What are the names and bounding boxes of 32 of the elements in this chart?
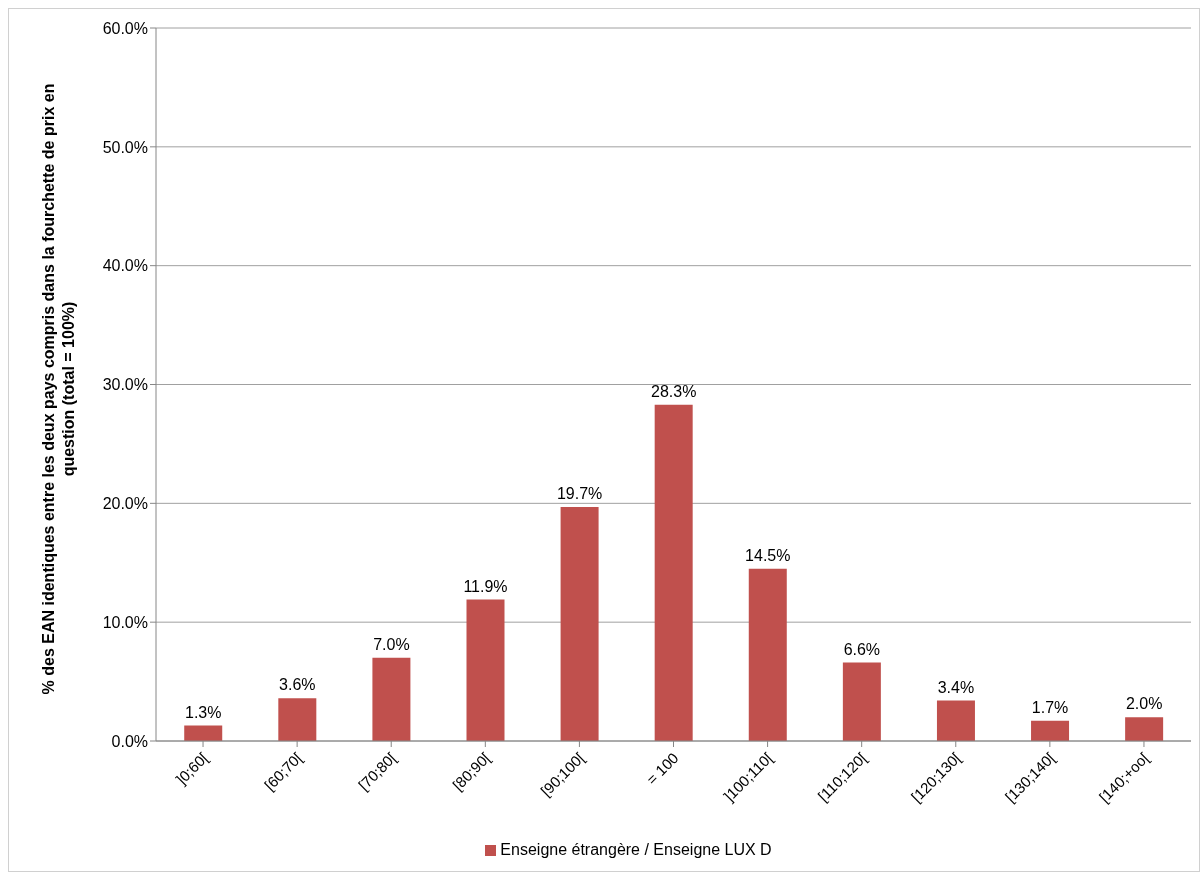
- y-tick-label: 10.0%: [102, 613, 148, 631]
- bar: [278, 698, 317, 741]
- y-tick-label: 30.0%: [102, 376, 148, 394]
- data-label: 11.9%: [463, 577, 508, 595]
- bar: [936, 700, 975, 741]
- x-tick-label: = 100: [642, 749, 682, 788]
- data-label: 2.0%: [1125, 695, 1163, 713]
- bar: [372, 657, 411, 741]
- bar: [1031, 720, 1070, 741]
- bar: [1125, 717, 1164, 741]
- bar: [748, 568, 787, 741]
- data-label: 6.6%: [843, 640, 881, 658]
- legend-label: Enseigne étrangère / Enseigne LUX D: [500, 841, 772, 858]
- y-tick-label: 20.0%: [102, 495, 148, 513]
- data-label: 3.4%: [937, 678, 975, 696]
- bar: [654, 404, 693, 741]
- y-tick-label: 40.0%: [102, 257, 148, 275]
- bar: [560, 506, 599, 741]
- data-label: 1.3%: [184, 703, 222, 721]
- data-label: 28.3%: [650, 382, 697, 400]
- data-label: 1.7%: [1031, 698, 1069, 716]
- data-label: 7.0%: [373, 635, 410, 653]
- y-tick-label: 60.0%: [102, 19, 148, 37]
- bar: [184, 725, 223, 741]
- bar: [466, 599, 505, 741]
- data-label: 19.7%: [556, 484, 603, 502]
- data-label: 14.5%: [745, 546, 791, 564]
- y-tick-label: 50.0%: [102, 138, 148, 156]
- y-axis-title: % des EAN identiques entre les deux pays compris dans la fourchette de prix en question (total = 100%): [39, 82, 78, 697]
- data-label: 3.6%: [279, 676, 316, 694]
- y-tick-label: 0.0%: [111, 732, 148, 750]
- bar: [842, 662, 881, 741]
